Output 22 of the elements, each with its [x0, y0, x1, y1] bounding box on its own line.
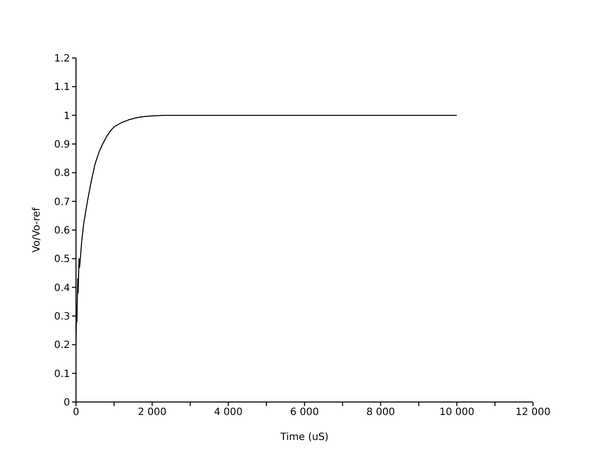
x-tick-label: 10 000 — [439, 407, 474, 418]
x-tick-label: 0 — [72, 407, 80, 418]
x-tick-label: 4 000 — [214, 407, 243, 418]
y-tick-label: 0.9 — [54, 140, 70, 151]
y-tick-label: 1.1 — [54, 82, 70, 94]
y-tick-label: 0.7 — [54, 196, 70, 208]
y-tick-label: 0.3 — [54, 312, 70, 323]
y-tick-label: 1.2 — [54, 54, 70, 65]
y-tick-label: 0.6 — [54, 226, 70, 237]
x-tick-label: 12 000 — [516, 407, 550, 418]
y-tick-label: 0.1 — [54, 368, 70, 380]
x-axis-title: Time (uS) — [279, 432, 329, 443]
y-tick-label: 0 — [64, 398, 70, 409]
y-tick-label: 0.8 — [54, 168, 70, 180]
y-axis-title: Vo/Vo-ref — [32, 206, 43, 253]
y-tick-label: 0.2 — [54, 340, 70, 352]
y-tick-label: 0.5 — [54, 254, 70, 266]
x-tick-label: 2 000 — [138, 407, 166, 418]
y-tick-label: 0.4 — [54, 282, 70, 294]
y-tick-label: 1 — [64, 110, 70, 122]
x-tick-label: 6 000 — [290, 407, 319, 418]
x-tick-label: 8 000 — [366, 407, 395, 418]
